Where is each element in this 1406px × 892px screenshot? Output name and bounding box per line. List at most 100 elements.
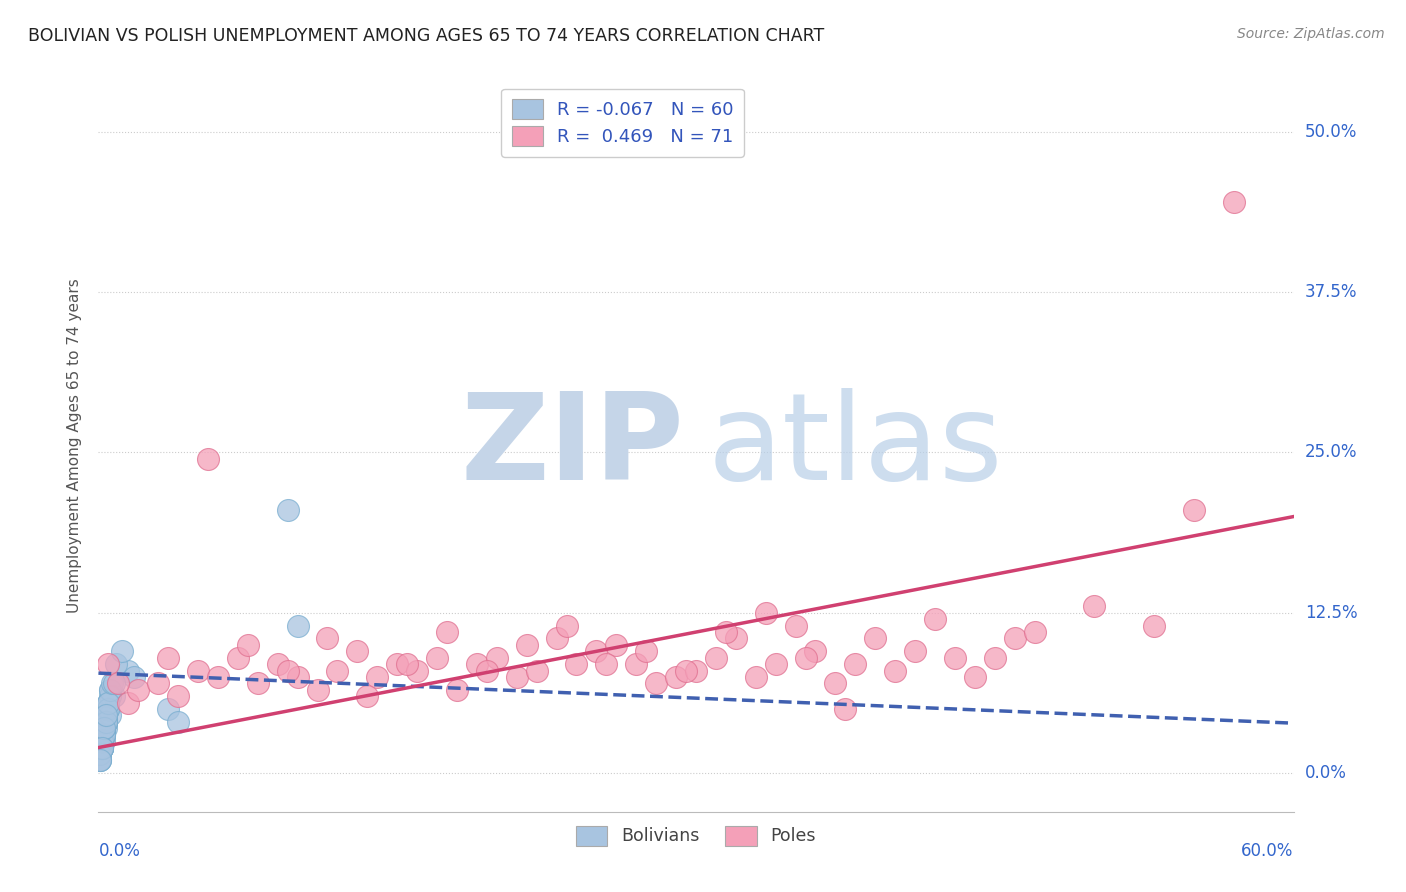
Point bbox=[506, 670, 529, 684]
Point bbox=[585, 644, 607, 658]
Point bbox=[267, 657, 290, 672]
Point bbox=[924, 612, 946, 626]
Point bbox=[103, 690, 125, 704]
Point bbox=[485, 650, 508, 665]
Point bbox=[107, 676, 129, 690]
Text: 37.5%: 37.5% bbox=[1305, 283, 1357, 301]
Point bbox=[307, 682, 329, 697]
Point bbox=[565, 657, 588, 672]
Point bbox=[93, 734, 115, 748]
Text: 0.0%: 0.0% bbox=[1305, 764, 1347, 782]
Point bbox=[366, 670, 388, 684]
Point bbox=[89, 747, 111, 761]
Point bbox=[98, 708, 122, 723]
Point bbox=[277, 503, 299, 517]
Point bbox=[91, 734, 114, 748]
Point bbox=[93, 721, 115, 735]
Point bbox=[91, 728, 114, 742]
Point bbox=[93, 721, 115, 735]
Point bbox=[96, 714, 118, 729]
Point bbox=[745, 670, 768, 684]
Point bbox=[765, 657, 787, 672]
Point bbox=[93, 728, 115, 742]
Point bbox=[844, 657, 866, 672]
Point bbox=[96, 714, 118, 729]
Point bbox=[96, 714, 118, 729]
Point bbox=[157, 702, 180, 716]
Text: 12.5%: 12.5% bbox=[1305, 604, 1357, 622]
Point bbox=[187, 664, 209, 678]
Point bbox=[111, 644, 134, 658]
Point bbox=[595, 657, 617, 672]
Point bbox=[93, 721, 115, 735]
Point bbox=[236, 638, 259, 652]
Point bbox=[91, 740, 114, 755]
Point bbox=[675, 664, 697, 678]
Point bbox=[96, 714, 118, 729]
Point bbox=[834, 702, 856, 716]
Point bbox=[91, 740, 114, 755]
Point bbox=[475, 664, 498, 678]
Point bbox=[714, 625, 737, 640]
Point bbox=[89, 747, 111, 761]
Point bbox=[96, 721, 118, 735]
Point bbox=[904, 644, 927, 658]
Point bbox=[406, 664, 429, 678]
Point bbox=[93, 728, 115, 742]
Point bbox=[436, 625, 458, 640]
Point bbox=[89, 753, 111, 767]
Text: 50.0%: 50.0% bbox=[1305, 122, 1357, 141]
Point bbox=[97, 696, 120, 710]
Point bbox=[105, 657, 128, 672]
Point bbox=[98, 682, 122, 697]
Point bbox=[117, 696, 139, 710]
Point bbox=[785, 618, 807, 632]
Point bbox=[465, 657, 488, 672]
Point bbox=[98, 690, 122, 704]
Point bbox=[865, 632, 887, 646]
Point bbox=[97, 702, 120, 716]
Point bbox=[546, 632, 568, 646]
Point bbox=[93, 721, 115, 735]
Point bbox=[636, 644, 658, 658]
Y-axis label: Unemployment Among Ages 65 to 74 years: Unemployment Among Ages 65 to 74 years bbox=[67, 278, 83, 614]
Point bbox=[93, 714, 115, 729]
Point bbox=[89, 740, 111, 755]
Point bbox=[97, 696, 120, 710]
Point bbox=[704, 650, 727, 665]
Text: 60.0%: 60.0% bbox=[1241, 842, 1294, 860]
Point bbox=[1024, 625, 1046, 640]
Point bbox=[665, 670, 688, 684]
Point bbox=[685, 664, 707, 678]
Point bbox=[526, 664, 548, 678]
Point bbox=[96, 714, 118, 729]
Point bbox=[555, 618, 578, 632]
Point bbox=[277, 664, 299, 678]
Point bbox=[97, 696, 120, 710]
Point bbox=[117, 664, 139, 678]
Point bbox=[1223, 195, 1246, 210]
Point bbox=[96, 708, 118, 723]
Point bbox=[1004, 632, 1026, 646]
Point bbox=[91, 740, 114, 755]
Text: BOLIVIAN VS POLISH UNEMPLOYMENT AMONG AGES 65 TO 74 YEARS CORRELATION CHART: BOLIVIAN VS POLISH UNEMPLOYMENT AMONG AG… bbox=[28, 27, 824, 45]
Text: 25.0%: 25.0% bbox=[1305, 443, 1357, 461]
Point bbox=[93, 728, 115, 742]
Legend: Bolivians, Poles: Bolivians, Poles bbox=[567, 817, 825, 855]
Point bbox=[724, 632, 747, 646]
Point bbox=[91, 728, 114, 742]
Point bbox=[605, 638, 627, 652]
Point bbox=[96, 708, 118, 723]
Point bbox=[326, 664, 349, 678]
Point bbox=[97, 657, 120, 672]
Point bbox=[207, 670, 229, 684]
Point bbox=[157, 650, 180, 665]
Point bbox=[98, 682, 122, 697]
Point bbox=[626, 657, 648, 672]
Point bbox=[89, 753, 111, 767]
Point bbox=[89, 753, 111, 767]
Point bbox=[446, 682, 468, 697]
Point bbox=[1143, 618, 1166, 632]
Point bbox=[346, 644, 368, 658]
Point bbox=[963, 670, 986, 684]
